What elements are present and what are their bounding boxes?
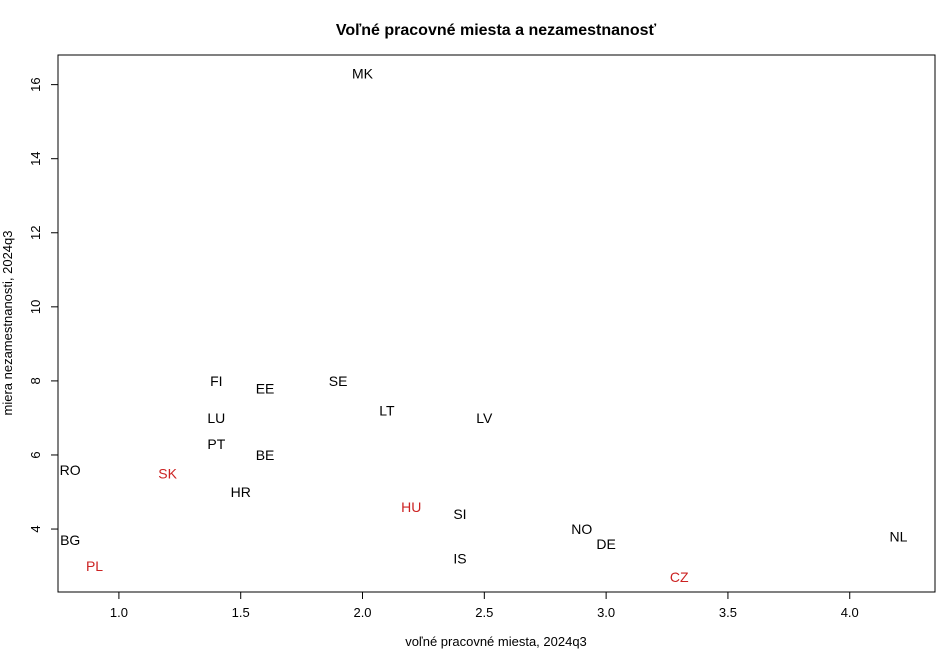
chart-title: Voľné pracovné miesta a nezamestnanosť [336,22,657,39]
point-label-is: IS [453,551,466,567]
point-label-pl: PL [86,558,103,574]
point-label-hr: HR [231,484,251,500]
y-tick-label: 8 [28,377,43,384]
point-label-cz: CZ [670,569,689,585]
y-tick-label: 14 [28,151,43,165]
point-label-ee: EE [256,380,275,396]
y-tick-label: 4 [28,525,43,532]
point-label-lu: LU [207,410,225,426]
point-label-nl: NL [890,528,908,544]
x-tick-label: 2.0 [353,605,371,620]
y-tick-label: 6 [28,451,43,458]
point-label-sk: SK [158,465,177,481]
point-label-fi: FI [210,373,222,389]
plot-area [57,54,936,593]
x-tick-label: 1.0 [110,605,128,620]
x-tick-label: 4.0 [841,605,859,620]
point-label-bg: BG [60,532,80,548]
point-label-mk: MK [352,66,374,82]
point-label-pt: PT [207,436,225,452]
point-label-no: NO [571,521,592,537]
point-label-lt: LT [379,403,395,419]
point-label-lv: LV [476,410,493,426]
x-axis: 1.0 1.5 2.0 2.5 3.0 3.5 4.0 [110,591,859,620]
x-tick-label: 2.5 [475,605,493,620]
point-label-hu: HU [401,499,421,515]
point-label-de: DE [596,536,615,552]
y-axis: 4 6 8 10 12 14 16 [28,77,59,533]
point-label-ro: RO [60,462,81,478]
y-tick-label: 10 [28,300,43,314]
x-axis-label: voľné pracovné miesta, 2024q3 [405,634,587,649]
y-axis-label: miera nezamestnanosti, 2024q3 [0,230,15,415]
point-label-be: BE [256,447,275,463]
x-tick-label: 1.5 [232,605,250,620]
point-label-si: SI [453,506,466,522]
y-tick-label: 12 [28,226,43,240]
data-points: MK FI SE EE LT LU LV PT BE RO SK HR HU SI NO NL BG DE IS PL… [60,66,908,586]
x-tick-label: 3.5 [719,605,737,620]
y-tick-label: 16 [28,77,43,91]
point-label-se: SE [329,373,348,389]
x-tick-label: 3.0 [597,605,615,620]
